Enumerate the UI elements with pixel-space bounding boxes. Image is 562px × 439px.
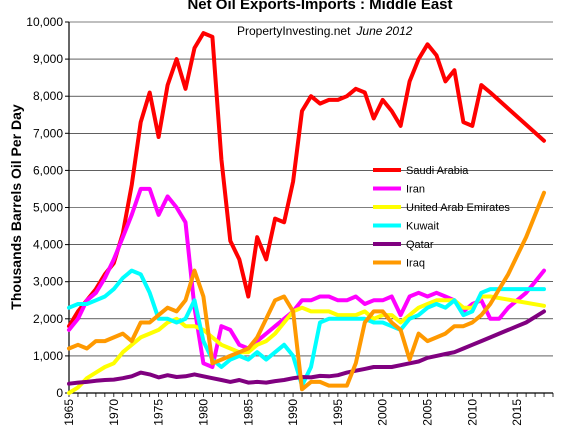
x-tick-label: 1980 <box>196 399 210 426</box>
subtitle-date: June 2012 <box>355 24 412 38</box>
chart-title: Net Oil Exports-Imports : Middle East <box>187 0 452 13</box>
series-line-united-arab-emirates <box>67 294 546 395</box>
series-line-qatar <box>67 309 546 386</box>
y-tick-label: 5,000 <box>33 201 63 215</box>
x-tick-label: 2000 <box>376 399 390 426</box>
series-line-kuwait <box>67 268 546 388</box>
y-tick-label: 4,000 <box>33 238 63 252</box>
x-tick-label: 2010 <box>465 399 479 426</box>
legend-label: Iraq <box>406 258 425 270</box>
legend: Saudi Arabia Iran United Arab Emirates Kuwa… <box>373 165 510 270</box>
y-tick-label: 2,000 <box>33 312 63 326</box>
x-tick-label: 1975 <box>152 399 166 426</box>
y-tick-label: 7,000 <box>33 126 63 140</box>
series-lines <box>67 31 546 395</box>
y-tick-label: 9,000 <box>33 52 63 66</box>
y-tick-label: 6,000 <box>33 163 63 177</box>
x-tick-label: 1990 <box>286 399 300 426</box>
y-tick-label: 1,000 <box>33 349 63 363</box>
x-tick-label: 2015 <box>510 399 524 426</box>
y-axis-label: Thousands Barrels Oil Per Day <box>8 104 24 310</box>
y-tick-label: 0 <box>56 386 63 400</box>
y-tick-labels: 0 1,000 2,000 3,000 4,000 5,000 6,000 7,000 8,00… <box>26 15 63 400</box>
chart-subtitle: PropertyInvesting.net June 2012 <box>237 24 413 38</box>
y-tick-label: 8,000 <box>33 89 63 103</box>
legend-label: Kuwait <box>406 221 439 233</box>
y-tick-label: 10,000 <box>26 15 63 29</box>
x-tick-labels: 1965 1970 1975 1980 1985 1990 1995 2000 2005 2010… <box>62 399 524 426</box>
x-tick-label: 1965 <box>62 399 76 426</box>
legend-label: Qatar <box>406 239 434 251</box>
legend-label: United Arab Emirates <box>406 202 510 214</box>
x-tick-label: 1995 <box>331 399 345 426</box>
series-line-iran <box>67 186 546 369</box>
x-tick-label: 2005 <box>421 399 435 426</box>
series-line-saudi-arabia <box>67 31 546 329</box>
legend-label: Iran <box>406 184 425 196</box>
legend-label: Saudi Arabia <box>406 165 469 177</box>
series-line-iraq <box>67 190 546 392</box>
subtitle-source: PropertyInvesting.net <box>237 24 351 38</box>
y-tick-label: 3,000 <box>33 275 63 289</box>
x-tick-label: 1985 <box>241 399 255 426</box>
x-tick-label: 1970 <box>107 399 121 426</box>
